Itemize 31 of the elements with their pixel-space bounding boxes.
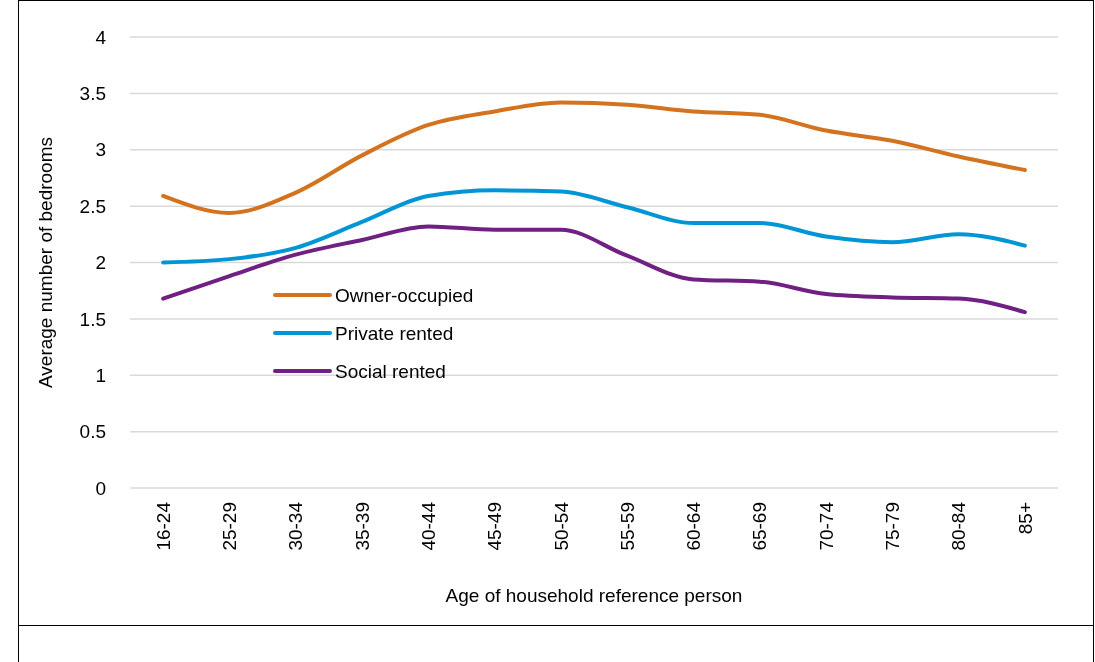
y-tick-label: 3 xyxy=(95,139,106,161)
x-tick-label: 16-24 xyxy=(152,501,174,551)
line-series xyxy=(161,224,1027,315)
line-series xyxy=(161,188,1027,265)
y-tick-label: 0.5 xyxy=(79,421,106,443)
x-tick-label: 80-84 xyxy=(948,501,970,551)
line-series xyxy=(161,100,1027,215)
legend-label: Owner-occupied xyxy=(335,284,474,306)
x-tick-label: 85+ xyxy=(1014,502,1036,535)
y-tick-label: 1.5 xyxy=(79,308,106,330)
x-tick-label: 75-79 xyxy=(881,502,903,551)
x-tick-label: 50-54 xyxy=(550,501,572,551)
y-axis-title: Average number of bedrooms xyxy=(35,136,56,389)
x-tick-label: 60-64 xyxy=(683,501,705,551)
y-tick-label: 0 xyxy=(95,477,106,499)
y-tick-label: 2 xyxy=(95,252,106,274)
y-tick-label: 2.5 xyxy=(79,195,106,217)
legend-label: Social rented xyxy=(335,360,446,382)
x-tick-label: 65-69 xyxy=(749,502,771,551)
x-tick-label: 40-44 xyxy=(417,501,439,551)
legend-label: Private rented xyxy=(335,322,454,344)
x-tick-label: 25-29 xyxy=(219,502,241,551)
x-tick-label: 55-59 xyxy=(616,502,638,551)
x-axis-title: Age of household reference person xyxy=(445,585,743,606)
x-tick-label: 30-34 xyxy=(285,501,307,551)
x-tick-label: 70-74 xyxy=(815,501,837,551)
x-tick-label: 45-49 xyxy=(484,502,506,551)
y-tick-label: 4 xyxy=(95,26,107,48)
y-tick-label: 3.5 xyxy=(79,83,106,105)
x-tick-label: 35-39 xyxy=(351,502,373,551)
y-tick-label: 1 xyxy=(95,364,106,386)
